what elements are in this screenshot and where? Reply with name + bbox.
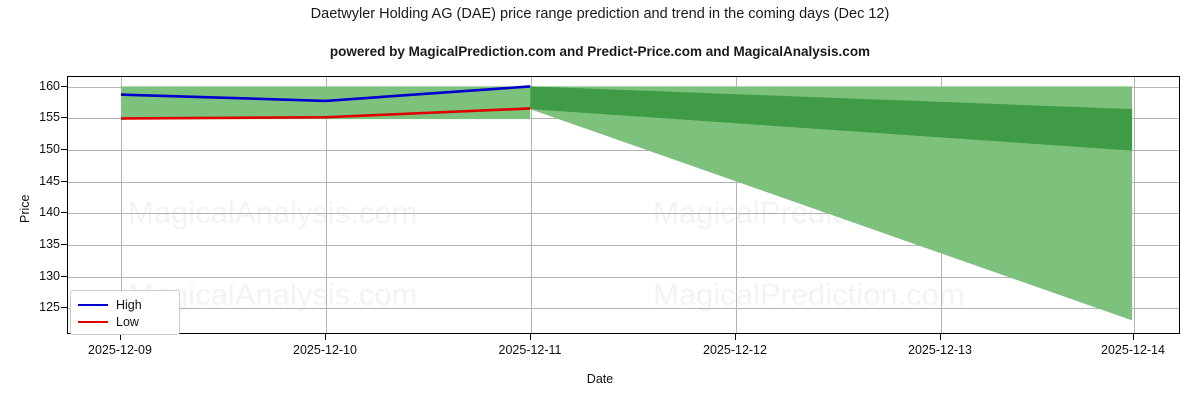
band-predicted-wide-range (530, 86, 1133, 321)
legend-item-high[interactable]: High (78, 296, 172, 313)
y-axis-tick (61, 307, 67, 308)
y-axis-tick (61, 117, 67, 118)
y-axis-tick-label: 130 (39, 268, 60, 283)
y-axis-tick-label: 140 (39, 205, 60, 220)
x-axis-tick-label: 2025-12-13 (908, 343, 972, 357)
x-axis-tick-label: 2025-12-10 (293, 343, 357, 357)
series-layer (68, 77, 1133, 321)
legend-label-low: Low (116, 314, 139, 329)
gridline-vertical (736, 77, 737, 333)
legend-swatch-low (78, 320, 108, 323)
x-axis-tick (120, 334, 121, 340)
x-axis-tick-label: 2025-12-09 (88, 343, 152, 357)
x-axis-tick (735, 334, 736, 340)
x-axis-tick (325, 334, 326, 340)
y-axis-tick (61, 149, 67, 150)
legend-label-high: High (116, 297, 142, 312)
gridline-vertical (326, 77, 327, 333)
gridline-vertical (1134, 77, 1135, 333)
gridline-horizontal (68, 277, 1179, 278)
y-axis-tick (61, 86, 67, 87)
y-axis-tick (61, 212, 67, 213)
y-axis-tick-label: 145 (39, 173, 60, 188)
x-axis-tick-label: 2025-12-14 (1101, 343, 1165, 357)
gridline-horizontal (68, 245, 1179, 246)
legend-swatch-high (78, 303, 108, 306)
chart-title: Daetwyler Holding AG (DAE) price range p… (310, 6, 890, 22)
y-axis-tick-label: 150 (39, 141, 60, 156)
line-low (121, 108, 530, 118)
y-axis-tick-label: 125 (39, 300, 60, 315)
band-predicted-narrow-range (530, 86, 1133, 151)
legend[interactable]: High Low (70, 290, 180, 335)
x-axis-tick-label: 2025-12-12 (703, 343, 767, 357)
x-axis-title: Date (586, 372, 614, 386)
y-axis-tick-label: 135 (39, 236, 60, 251)
gridline-horizontal (68, 308, 1179, 309)
gridline-horizontal (68, 150, 1179, 151)
y-axis-tick (61, 181, 67, 182)
legend-item-low[interactable]: Low (78, 313, 172, 330)
y-axis-tick (61, 244, 67, 245)
line-high (121, 86, 530, 100)
y-axis-tick (61, 276, 67, 277)
gridline-vertical (121, 77, 122, 333)
chart-subtitle: powered by MagicalPrediction.com and Pre… (329, 44, 871, 59)
gridline-horizontal (68, 182, 1179, 183)
x-axis-tick (940, 334, 941, 340)
x-axis-tick-label: 2025-12-11 (498, 343, 562, 357)
y-axis-title: Price (18, 194, 32, 223)
plot-inner: MagicalAnalysis.comMagicalPrediction.com… (68, 77, 1179, 333)
x-axis-tick (1133, 334, 1134, 340)
plot-area: MagicalAnalysis.comMagicalPrediction.com… (67, 76, 1180, 334)
y-axis-tick-label: 155 (39, 110, 60, 125)
y-axis-tick-label: 160 (39, 78, 60, 93)
gridline-vertical (531, 77, 532, 333)
gridline-horizontal (68, 213, 1179, 214)
x-axis-tick (530, 334, 531, 340)
